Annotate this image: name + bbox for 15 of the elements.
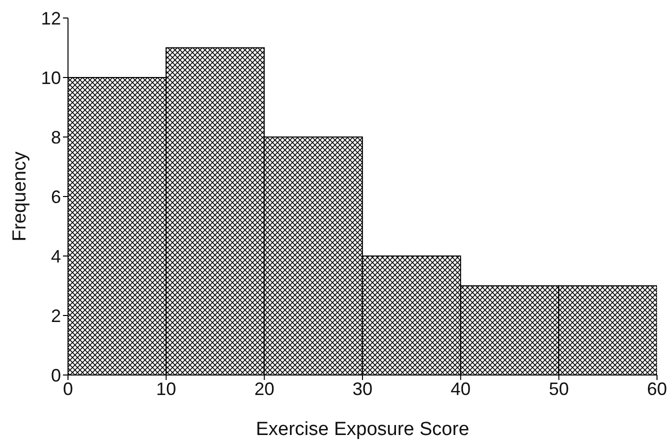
y-tick-label: 6 xyxy=(50,186,61,207)
y-tick-label: 2 xyxy=(50,306,61,326)
y-tick-label: 4 xyxy=(50,246,61,266)
y-tick-label: 12 xyxy=(40,8,61,28)
y-axis-title: Frequency xyxy=(10,151,30,242)
y-tick-label: 0 xyxy=(50,365,61,386)
x-tick-label: 40 xyxy=(450,378,471,399)
x-tick-label: 60 xyxy=(646,378,668,399)
x-axis-title: Exercise Exposure Score xyxy=(256,419,470,440)
x-tick-label: 50 xyxy=(548,378,569,399)
x-tick-label: 20 xyxy=(254,378,274,399)
y-tick-label: 8 xyxy=(50,127,61,148)
x-tick-label: 10 xyxy=(156,378,176,399)
y-tick-label: 10 xyxy=(40,68,61,88)
x-tick-label: 30 xyxy=(352,378,373,399)
